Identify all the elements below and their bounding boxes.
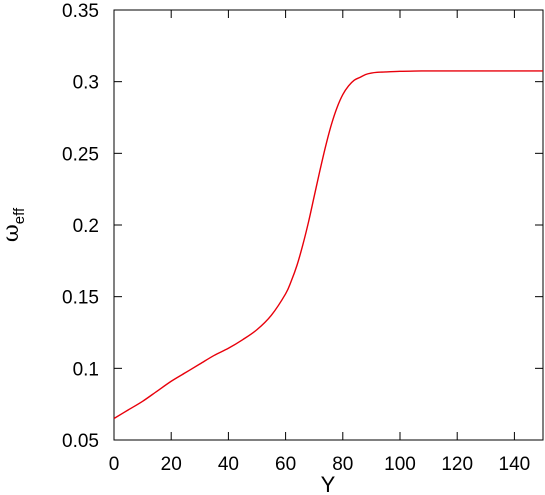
series-layer [113,70,543,420]
tick-marks [113,9,543,441]
x-tick-label: 20 [161,454,182,475]
y-tick-label: 0.35 [62,1,99,22]
x-tick-label: 0 [109,454,120,475]
y-tick-label: 0.2 [73,216,99,237]
x-tick-label: 40 [218,454,239,475]
y-axis-title: ωeff [0,207,28,242]
x-tick-label: 120 [441,454,473,475]
x-axis-title: Y [321,472,336,495]
y-axis-title-main: ω [0,224,24,242]
y-tick-label: 0.05 [62,431,99,452]
plot-frame [113,9,544,441]
tick-labels: 0 20 40 60 80 100 120 140 0.05 0.1 0.15 0.2 0.25 0.3 0… [62,1,530,475]
x-tick-label: 100 [384,454,416,475]
y-tick-label: 0.15 [62,288,99,309]
x-tick-label: 60 [275,454,296,475]
y-axis-title-subscript: eff [11,207,28,224]
y-tick-label: 0.3 [73,73,99,94]
x-tick-label: 80 [332,454,353,475]
y-tick-label: 0.1 [73,359,99,380]
y-tick-label: 0.25 [62,144,99,165]
x-tick-label: 140 [499,454,531,475]
series-line [113,70,543,420]
